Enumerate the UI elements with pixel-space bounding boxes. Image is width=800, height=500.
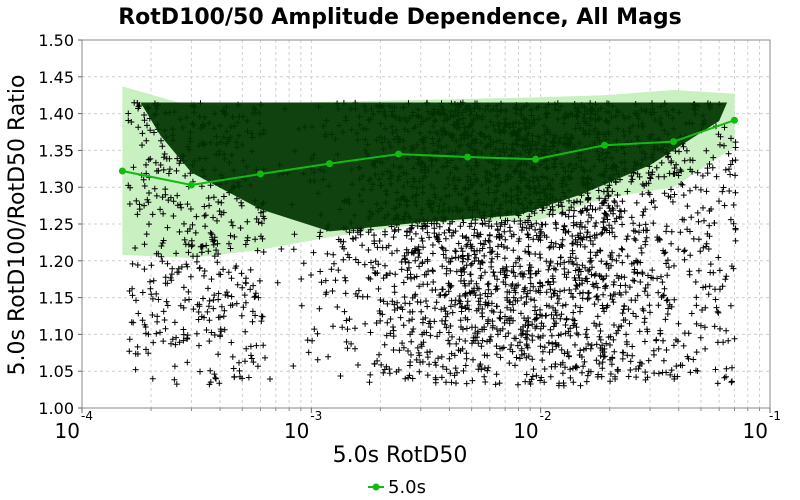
series-point	[395, 150, 403, 158]
dense-band	[140, 102, 728, 232]
y-tick-label: 1.15	[38, 289, 74, 308]
x-axis-label: 5.0s RotD50	[333, 443, 468, 468]
x-tick-base: 10	[284, 419, 309, 443]
legend: 5.0s	[368, 477, 426, 498]
dense-band-layer	[140, 102, 728, 232]
series-point	[464, 153, 472, 161]
y-tick-label: 1.50	[38, 31, 74, 50]
chart-title: RotD100/50 Amplitude Dependence, All Mag…	[118, 5, 682, 30]
y-axis-ticks: 1.00 1.05 1.10 1.15 1.20 1.25 1.30 1.35 1.40 1.45…	[38, 31, 82, 418]
series-point	[730, 116, 738, 124]
y-tick-label: 1.35	[38, 141, 74, 160]
legend-label: 5.0s	[388, 477, 426, 498]
x-tick-base: 10	[55, 419, 80, 443]
x-axis-ticks: 10-410-310-210-1	[55, 408, 781, 443]
y-tick-label: 1.30	[38, 178, 74, 197]
series-point	[601, 141, 609, 149]
y-tick-label: 1.45	[38, 68, 74, 87]
y-tick-label: 1.25	[38, 215, 74, 234]
y-tick-label: 1.20	[38, 252, 74, 271]
y-tick-label: 1.00	[38, 399, 74, 418]
series-point	[118, 167, 126, 175]
x-tick-exponent: -2	[540, 409, 552, 423]
legend-marker	[372, 483, 380, 491]
series-point	[325, 160, 333, 168]
x-tick-base: 10	[513, 419, 538, 443]
y-tick-label: 1.10	[38, 325, 74, 344]
series-point	[256, 170, 264, 178]
x-tick-exponent: -1	[769, 409, 781, 423]
x-tick-exponent: -4	[81, 409, 93, 423]
series-line	[122, 119, 735, 187]
x-tick-base: 10	[743, 419, 768, 443]
y-tick-label: 1.40	[38, 105, 74, 124]
series-point	[187, 181, 195, 189]
y-axis-label: 5.0s RotD100/RotD50 Ratio	[5, 75, 30, 376]
series-layer	[118, 116, 738, 189]
y-tick-label: 1.05	[38, 362, 74, 381]
x-tick-exponent: -3	[310, 409, 322, 423]
series-point	[532, 155, 540, 163]
series-point	[670, 138, 678, 146]
